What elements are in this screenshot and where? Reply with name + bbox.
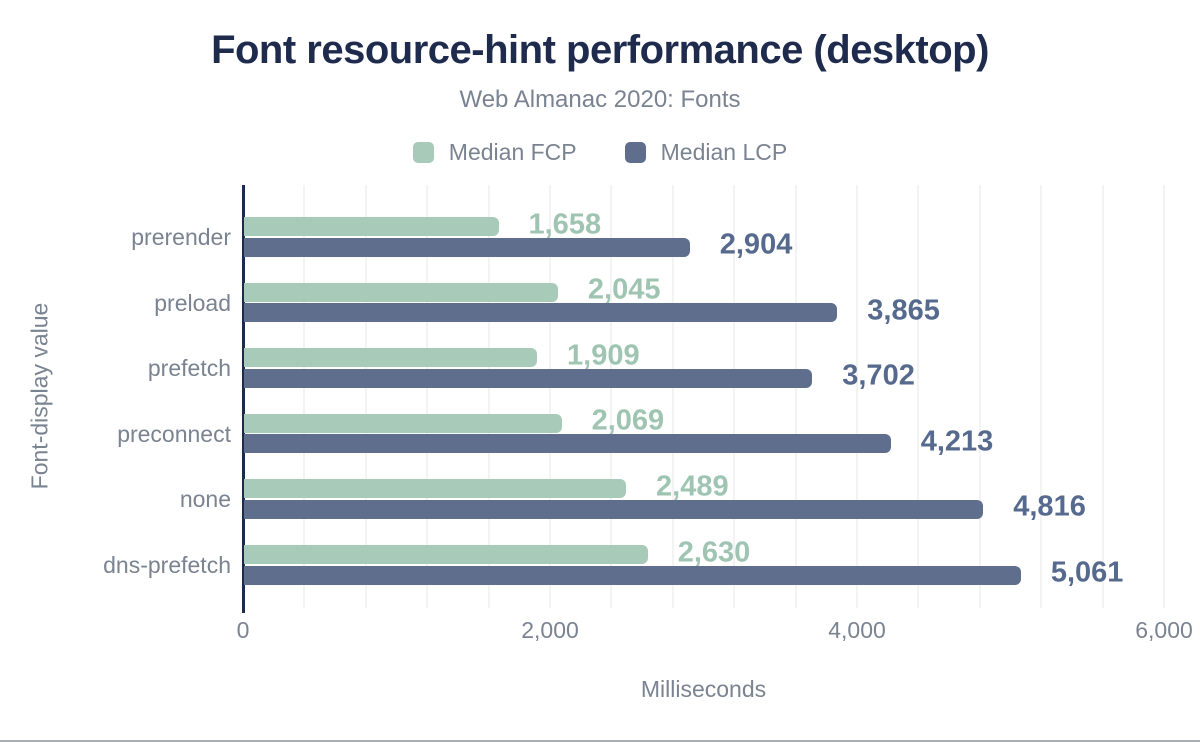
y-axis-title: Font-display value [26, 302, 53, 490]
chart-subtitle: Web Almanac 2020: Fonts [459, 86, 741, 113]
value-label-median-lcp-none: 4,816 [1013, 490, 1086, 523]
bar-median-lcp-prefetch[interactable] [244, 368, 813, 388]
gridline [364, 185, 367, 608]
category-label-prerender: prerender [131, 224, 231, 250]
value-label-median-fcp-prefetch: 1,909 [567, 339, 640, 372]
figure-bottom-rule [0, 740, 1200, 742]
gridline [549, 185, 551, 608]
bar-median-lcp-prerender[interactable] [244, 237, 690, 257]
category-label-preload: preload [154, 289, 231, 316]
bar-median-fcp-prefetch[interactable] [244, 348, 538, 368]
bar-median-lcp-none[interactable] [244, 499, 984, 519]
gridline [426, 185, 429, 608]
gridline [303, 185, 306, 608]
category-label-prefetch: prefetch [147, 355, 231, 382]
value-label-median-lcp-prefetch: 3,702 [842, 359, 915, 392]
legend-swatch-icon [412, 142, 434, 163]
value-label-median-fcp-none: 2,489 [656, 470, 729, 503]
gridline [487, 185, 490, 608]
x-axis-title: Milliseconds [640, 676, 767, 702]
bar-median-fcp-dns-prefetch[interactable] [244, 545, 648, 564]
bar-median-fcp-preconnect[interactable] [244, 413, 562, 433]
gridline [610, 185, 613, 608]
x-tick-2000: 2,000 [521, 617, 579, 643]
bar-median-fcp-preload[interactable] [244, 282, 558, 302]
bar-median-lcp-dns-prefetch[interactable] [244, 565, 1021, 585]
bar-median-fcp-none[interactable] [244, 479, 627, 499]
legend-label: Median FCP [448, 139, 577, 165]
bar-median-fcp-prerender[interactable] [244, 217, 499, 236]
legend-swatch-icon [624, 142, 646, 163]
bar-median-lcp-preconnect[interactable] [244, 434, 891, 454]
legend: Median FCP Median LCP [0, 139, 1200, 166]
legend-label: Median LCP [660, 139, 788, 165]
plot-area: prerender 1,658 2,904 preload 2,045 3,865 pref… [103, 185, 1165, 613]
gridline [733, 185, 736, 608]
value-label-median-lcp-dns-prefetch: 5,061 [1050, 556, 1124, 589]
gridline [794, 185, 797, 608]
gridline [856, 185, 858, 608]
x-tick-6000: 6,000 [1135, 617, 1193, 643]
gridline [1101, 185, 1104, 608]
gridline [978, 185, 981, 608]
x-tick-4000: 4,000 [828, 617, 886, 643]
value-label-median-fcp-preload: 2,045 [587, 273, 661, 306]
value-label-median-lcp-prerender: 2,904 [719, 228, 793, 261]
gridline [917, 185, 920, 608]
category-label-dns-prefetch: dns-prefetch [103, 552, 231, 578]
value-label-median-fcp-prerender: 1,658 [528, 208, 602, 241]
y-axis-line [242, 185, 245, 613]
gridline [1163, 185, 1165, 608]
value-label-median-lcp-preconnect: 4,213 [920, 425, 994, 458]
category-label-preconnect: preconnect [117, 420, 231, 447]
category-label-none: none [179, 486, 231, 513]
bar-median-lcp-preload[interactable] [244, 303, 838, 323]
gridline [671, 185, 674, 608]
legend-item-median-fcp[interactable]: Median FCP [412, 139, 577, 166]
legend-item-median-lcp[interactable]: Median LCP [624, 139, 788, 166]
value-label-median-fcp-dns-prefetch: 2,630 [677, 536, 751, 569]
value-label-median-lcp-preload: 3,865 [867, 294, 940, 327]
x-tick-0: 0 [236, 617, 250, 643]
x-axis-ticks: 0 2,000 4,000 6,000 [237, 617, 1193, 647]
gridline [1040, 185, 1043, 608]
chart-title: Font resource-hint performance (desktop) [211, 28, 989, 72]
value-label-median-fcp-preconnect: 2,069 [591, 404, 665, 437]
